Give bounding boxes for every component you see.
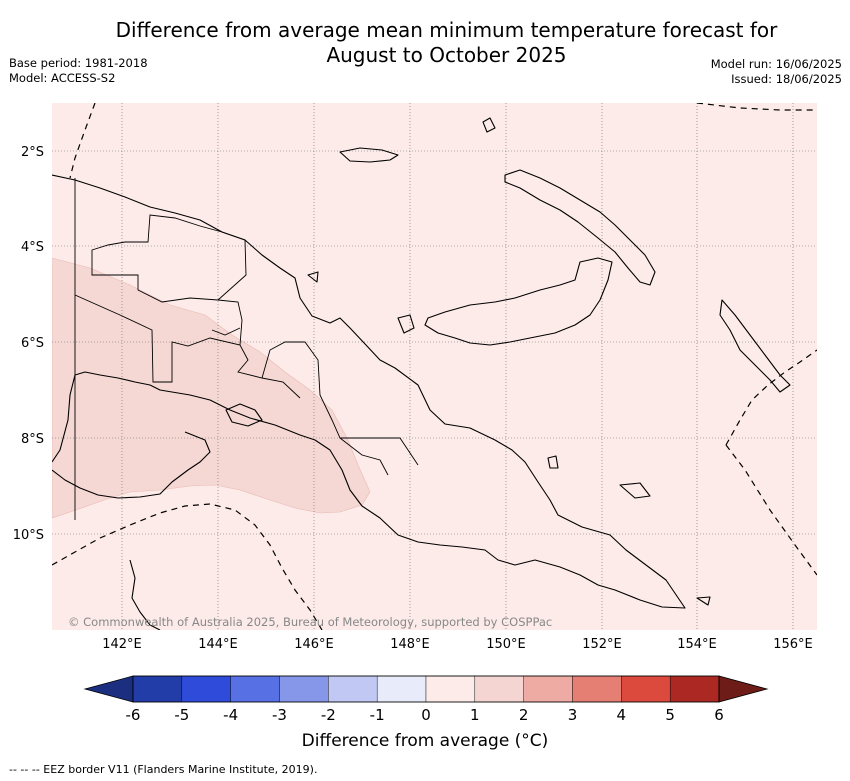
bougainville-coast <box>719 299 791 393</box>
colorbar-cell <box>621 675 671 703</box>
colorbar-cell <box>376 675 427 703</box>
cape-york-coast <box>129 559 161 630</box>
colorbar-cell <box>572 675 622 703</box>
colorbar-cell <box>230 675 280 703</box>
colorbar-cell <box>474 675 524 703</box>
colorbar-tick-label: 5 <box>665 706 675 724</box>
meta-right: Model run: 16/06/2025 Issued: 18/06/2025 <box>711 57 842 87</box>
island-2 <box>397 314 415 334</box>
colorbar-cell <box>669 675 720 703</box>
colorbar-tick-label: 6 <box>714 706 724 724</box>
colorbar-tick-label: 4 <box>617 706 627 724</box>
footnote: -- -- -- EEZ border V11 (Flanders Marine… <box>9 763 318 776</box>
lon-label: 144°E <box>198 637 238 652</box>
lon-label: 154°E <box>677 637 717 652</box>
colorbar: -6 -5 -4 -3 -2 -1 0 1 2 3 4 5 6 <box>83 675 769 724</box>
island-3 <box>307 271 319 283</box>
lat-label: 6°S <box>21 336 44 351</box>
colorbar-tick-label: -1 <box>370 706 385 724</box>
island-6 <box>547 455 559 469</box>
copyright-text: © Commonwealth of Australia 2025, Bureau… <box>68 615 552 629</box>
new-ireland-coast <box>504 169 656 286</box>
colorbar-label: Difference from average (°C) <box>301 731 549 751</box>
colorbar-cell <box>425 675 476 703</box>
lat-label: 10°S <box>13 528 44 543</box>
lat-label: 8°S <box>21 432 44 447</box>
new-guinea-coast <box>52 174 686 609</box>
lon-label: 150°E <box>486 637 526 652</box>
lon-label: 146°E <box>294 637 334 652</box>
island-7 <box>225 403 263 427</box>
island-5 <box>696 596 711 606</box>
model-run-text: Model run: 16/06/2025 <box>710 57 842 71</box>
lon-label: 148°E <box>390 637 430 652</box>
colorbar-tick-label: -3 <box>272 706 287 724</box>
colorbar-tick-label: -5 <box>174 706 189 724</box>
colorbar-cell <box>181 675 231 703</box>
lon-label: 142°E <box>102 637 142 652</box>
colorbar-cell <box>279 675 329 703</box>
colorbar-tick-label: -4 <box>223 706 238 724</box>
colorbar-tick-label: -6 <box>126 706 141 724</box>
colorbar-extend-low <box>83 675 134 703</box>
colorbar-tick-labels: -6 -5 -4 -3 -2 -1 0 1 2 3 4 5 6 <box>126 706 724 724</box>
colorbar-tick-label: 1 <box>470 706 480 724</box>
colorbar-cell <box>328 675 378 703</box>
new-britain-coast <box>424 257 613 346</box>
lat-label: 2°S <box>21 145 44 160</box>
chart-title: Difference from average mean minimum tem… <box>0 18 850 68</box>
anomaly-region-1-to-2 <box>52 257 371 519</box>
model-text: Model: ACCESS-S2 <box>9 71 116 85</box>
issued-text: Issued: 18/06/2025 <box>731 72 842 86</box>
base-period-text: Base period: 1981-2018 <box>9 56 148 70</box>
colorbar-cell <box>132 675 183 703</box>
colorbar-frame <box>132 675 720 703</box>
latitude-labels: 2°S 4°S 6°S 8°S 10°S <box>13 145 44 543</box>
gulf-coast <box>52 431 211 499</box>
island-4 <box>619 482 651 499</box>
eez-borders <box>52 103 817 630</box>
lat-label: 4°S <box>21 240 44 255</box>
colorbar-tick-label: 2 <box>519 706 529 724</box>
coastlines <box>52 117 791 630</box>
title-line-1: Difference from average mean minimum tem… <box>115 18 778 42</box>
meta-left: Base period: 1981-2018 Model: ACCESS-S2 <box>9 56 148 86</box>
colorbar-tick-label: -2 <box>321 706 336 724</box>
colorbar-tick-label: 0 <box>421 706 431 724</box>
longitude-labels: 142°E 144°E 146°E 148°E 150°E 152°E 154°… <box>102 637 813 652</box>
lon-label: 156°E <box>773 637 813 652</box>
title-line-2: August to October 2025 <box>326 43 567 67</box>
colorbar-extend-high <box>718 675 769 703</box>
lon-label: 152°E <box>582 637 622 652</box>
gridlines <box>52 103 817 630</box>
manus-coast <box>339 147 399 163</box>
colorbar-tick-label: 3 <box>568 706 578 724</box>
province-borders <box>74 178 419 520</box>
island-1 <box>482 117 496 133</box>
colorbar-cell <box>523 675 573 703</box>
colorbar-cells <box>132 675 720 703</box>
